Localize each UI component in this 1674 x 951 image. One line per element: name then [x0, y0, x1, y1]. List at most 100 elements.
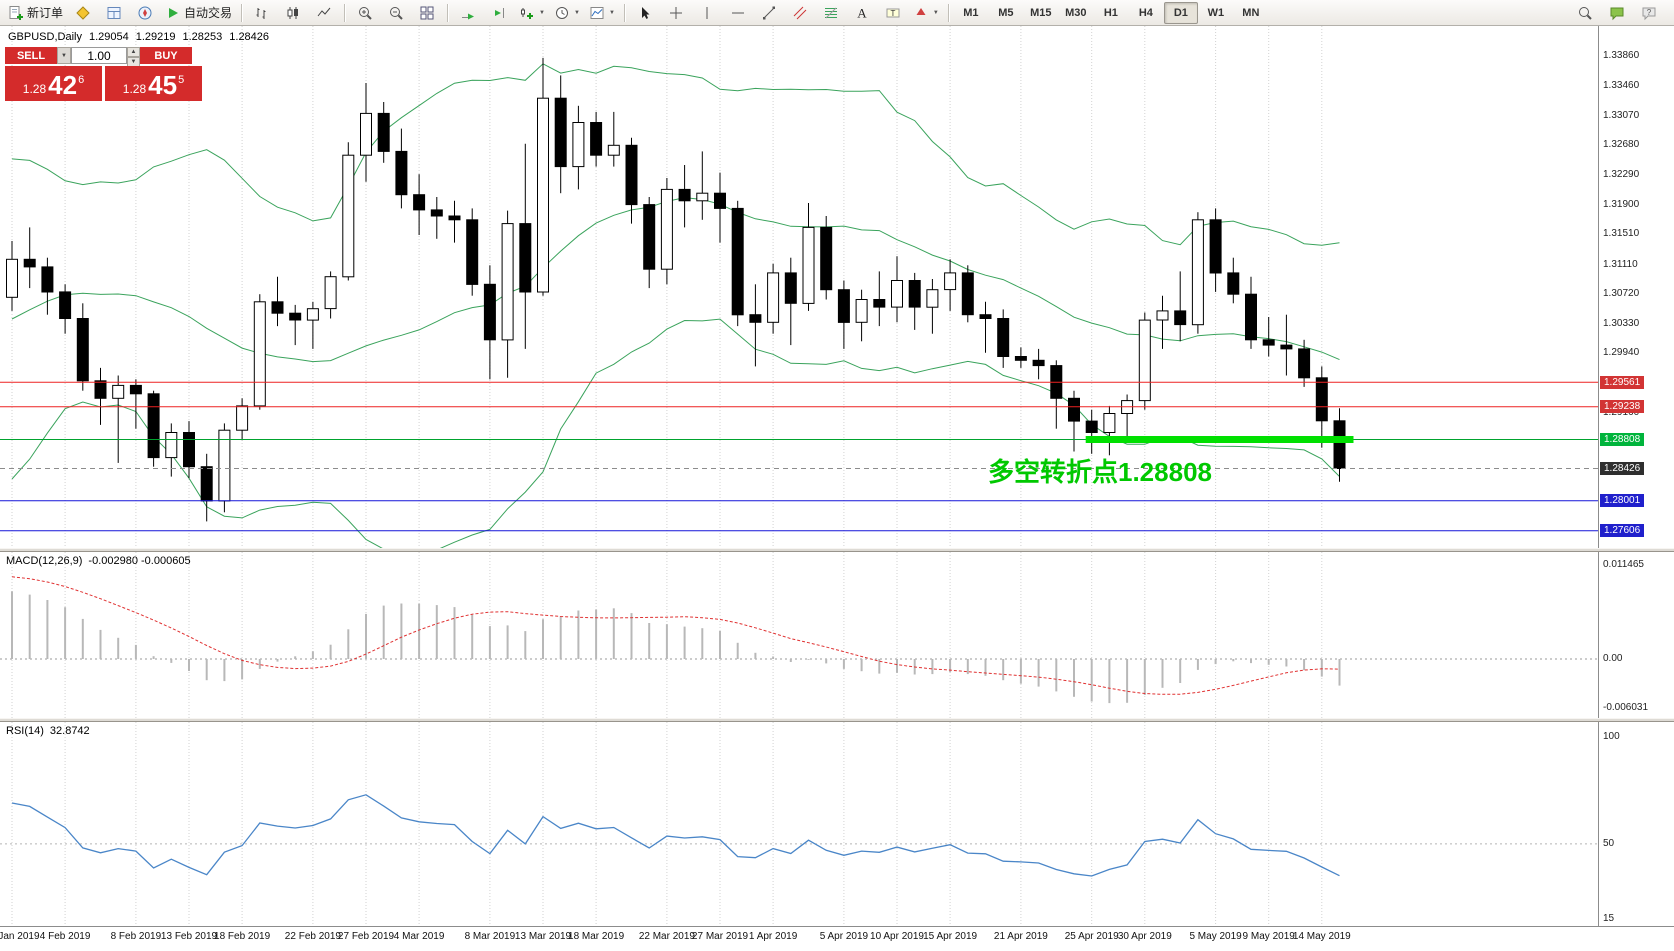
- new-chart-button[interactable]: ▼: [515, 2, 549, 24]
- navigator-button[interactable]: [130, 2, 160, 24]
- channel-button[interactable]: [785, 2, 815, 24]
- panel-splitter[interactable]: [0, 548, 1674, 552]
- market-watch-button[interactable]: [68, 2, 98, 24]
- autotrading-button[interactable]: 自动交易: [161, 2, 236, 24]
- periods-button[interactable]: ▼: [550, 2, 584, 24]
- time-axis-label: 27 Mar 2019: [691, 931, 749, 942]
- buy-price-pip: 5: [178, 74, 185, 86]
- arrows-button[interactable]: ▼: [909, 2, 943, 24]
- time-axis-label: 27 Feb 2019: [337, 931, 395, 942]
- toolbar-separator: [344, 3, 346, 22]
- candlestick-chart-button[interactable]: [278, 2, 308, 24]
- pivot-zone: [1085, 436, 1354, 443]
- time-axis-label: 4 Feb 2019: [39, 931, 91, 942]
- arrows-caret-icon: ▼: [932, 9, 939, 16]
- help-button[interactable]: ?: [1634, 2, 1664, 24]
- trendline-button[interactable]: [754, 2, 784, 24]
- fibonacci-button[interactable]: [816, 2, 846, 24]
- time-axis-label: 25 Apr 2019: [1064, 931, 1119, 942]
- volume-dropdown-caret-icon[interactable]: ▼: [57, 47, 71, 64]
- time-axis-label: 10 Apr 2019: [870, 931, 924, 942]
- auto-scroll-button[interactable]: [453, 2, 483, 24]
- crosshair-button[interactable]: [661, 2, 691, 24]
- text-button[interactable]: A: [847, 2, 877, 24]
- cursor-button[interactable]: [630, 2, 660, 24]
- market-watch-icon: [75, 5, 91, 21]
- price-tick: 1.31900: [1603, 198, 1640, 210]
- trendline-icon: [761, 5, 777, 21]
- vertical-line-button[interactable]: [692, 2, 722, 24]
- channel-icon: [792, 5, 808, 21]
- sell-button[interactable]: SELL: [5, 47, 57, 64]
- price-tick: 1.32290: [1603, 168, 1640, 180]
- symbol-title: GBPUSD,Daily: [8, 31, 82, 43]
- svg-text:?: ?: [1647, 8, 1652, 17]
- chart-shift-button[interactable]: [484, 2, 514, 24]
- rsi-line: [11, 794, 1340, 877]
- templates-caret-icon: ▼: [608, 9, 615, 16]
- cursor-icon: [637, 5, 653, 21]
- buy-price-button[interactable]: 1.28 45 5: [105, 66, 202, 101]
- sell-price-pip: 6: [78, 74, 85, 86]
- support-lower-badge: 1.27606: [1600, 524, 1645, 538]
- new-chart-icon: [519, 5, 535, 21]
- price-axis[interactable]: 1.33860 1.33460 1.33070 1.32680 1.32290 1.319…: [1598, 26, 1674, 548]
- symbol-ohlc-line: GBPUSD,Daily 1.29054 1.29219 1.28253 1.28426: [8, 31, 276, 43]
- price-chart[interactable]: [0, 26, 1598, 555]
- sell-price-big: 42: [48, 70, 78, 101]
- time-axis-label: 8 Mar 2019: [464, 931, 516, 942]
- volume-up-icon[interactable]: ▲: [127, 47, 140, 57]
- sell-price-button[interactable]: 1.28 42 6: [5, 66, 102, 101]
- timeframe-H1-button[interactable]: H1: [1103, 6, 1118, 19]
- horizontal-line-button[interactable]: [723, 2, 753, 24]
- timeframe-MN-button[interactable]: MN: [1242, 6, 1260, 19]
- chart-shift-icon: [491, 5, 507, 21]
- time-axis-label: 30 Jan 2019: [0, 931, 40, 942]
- zoom-out-icon: [388, 5, 404, 21]
- data-window-button[interactable]: [99, 2, 129, 24]
- time-axis-label: 13 Feb 2019: [160, 931, 218, 942]
- timeframe-M5-button[interactable]: M5: [998, 6, 1014, 19]
- macd-name: MACD(12,26,9): [6, 555, 83, 567]
- rsi-indicator-label: RSI(14) 32.8742: [6, 725, 90, 737]
- timeframe-M1-button[interactable]: M1: [963, 6, 979, 19]
- toolbar-separator: [623, 3, 625, 22]
- tile-windows-button[interactable]: [412, 2, 442, 24]
- templates-button[interactable]: ▼: [585, 2, 619, 24]
- candles-series: [6, 57, 1346, 522]
- rsi-panel[interactable]: [0, 722, 1598, 926]
- bar-chart-button[interactable]: [247, 2, 277, 24]
- ohlc-close: 1.28426: [229, 31, 270, 43]
- time-axis-label: 18 Mar 2019: [568, 931, 625, 942]
- panel-splitter[interactable]: [0, 718, 1674, 722]
- volume-stepper[interactable]: ▲ ▼: [127, 47, 140, 67]
- buy-button[interactable]: BUY: [140, 47, 192, 64]
- timeframe-M30-button[interactable]: M30: [1065, 6, 1087, 19]
- zoom-out-button[interactable]: [381, 2, 411, 24]
- new-order-button[interactable]: 新订单: [4, 2, 67, 24]
- timeframe-M15-button[interactable]: M15: [1030, 6, 1052, 19]
- time-axis-label: 14 May 2019: [1292, 931, 1351, 942]
- line-chart-button[interactable]: [309, 2, 339, 24]
- zoom-in-button[interactable]: [350, 2, 380, 24]
- macd-panel[interactable]: [0, 552, 1598, 718]
- support-upper-badge: 1.28001: [1600, 494, 1645, 508]
- bar-chart-icon: [254, 5, 270, 21]
- community-button[interactable]: [1602, 2, 1632, 24]
- search-icon: [1577, 5, 1593, 21]
- vertical-line-icon: [699, 5, 715, 21]
- timeframe-D1-button[interactable]: D1: [1163, 1, 1198, 24]
- timeframe-H4-button[interactable]: H4: [1138, 6, 1153, 19]
- timeframe-W1-button[interactable]: W1: [1207, 6, 1225, 19]
- buy-price-big: 45: [148, 70, 178, 101]
- text-label-button[interactable]: T: [878, 2, 908, 24]
- macd-scale-label: 0.00: [1603, 652, 1623, 664]
- search-button[interactable]: [1570, 2, 1600, 24]
- volume-input[interactable]: [71, 47, 127, 64]
- ohlc-low: 1.28253: [182, 31, 223, 43]
- line-chart-icon: [316, 5, 332, 21]
- time-axis-label: 13 Mar 2019: [514, 931, 572, 942]
- zoom-in-icon: [357, 5, 373, 21]
